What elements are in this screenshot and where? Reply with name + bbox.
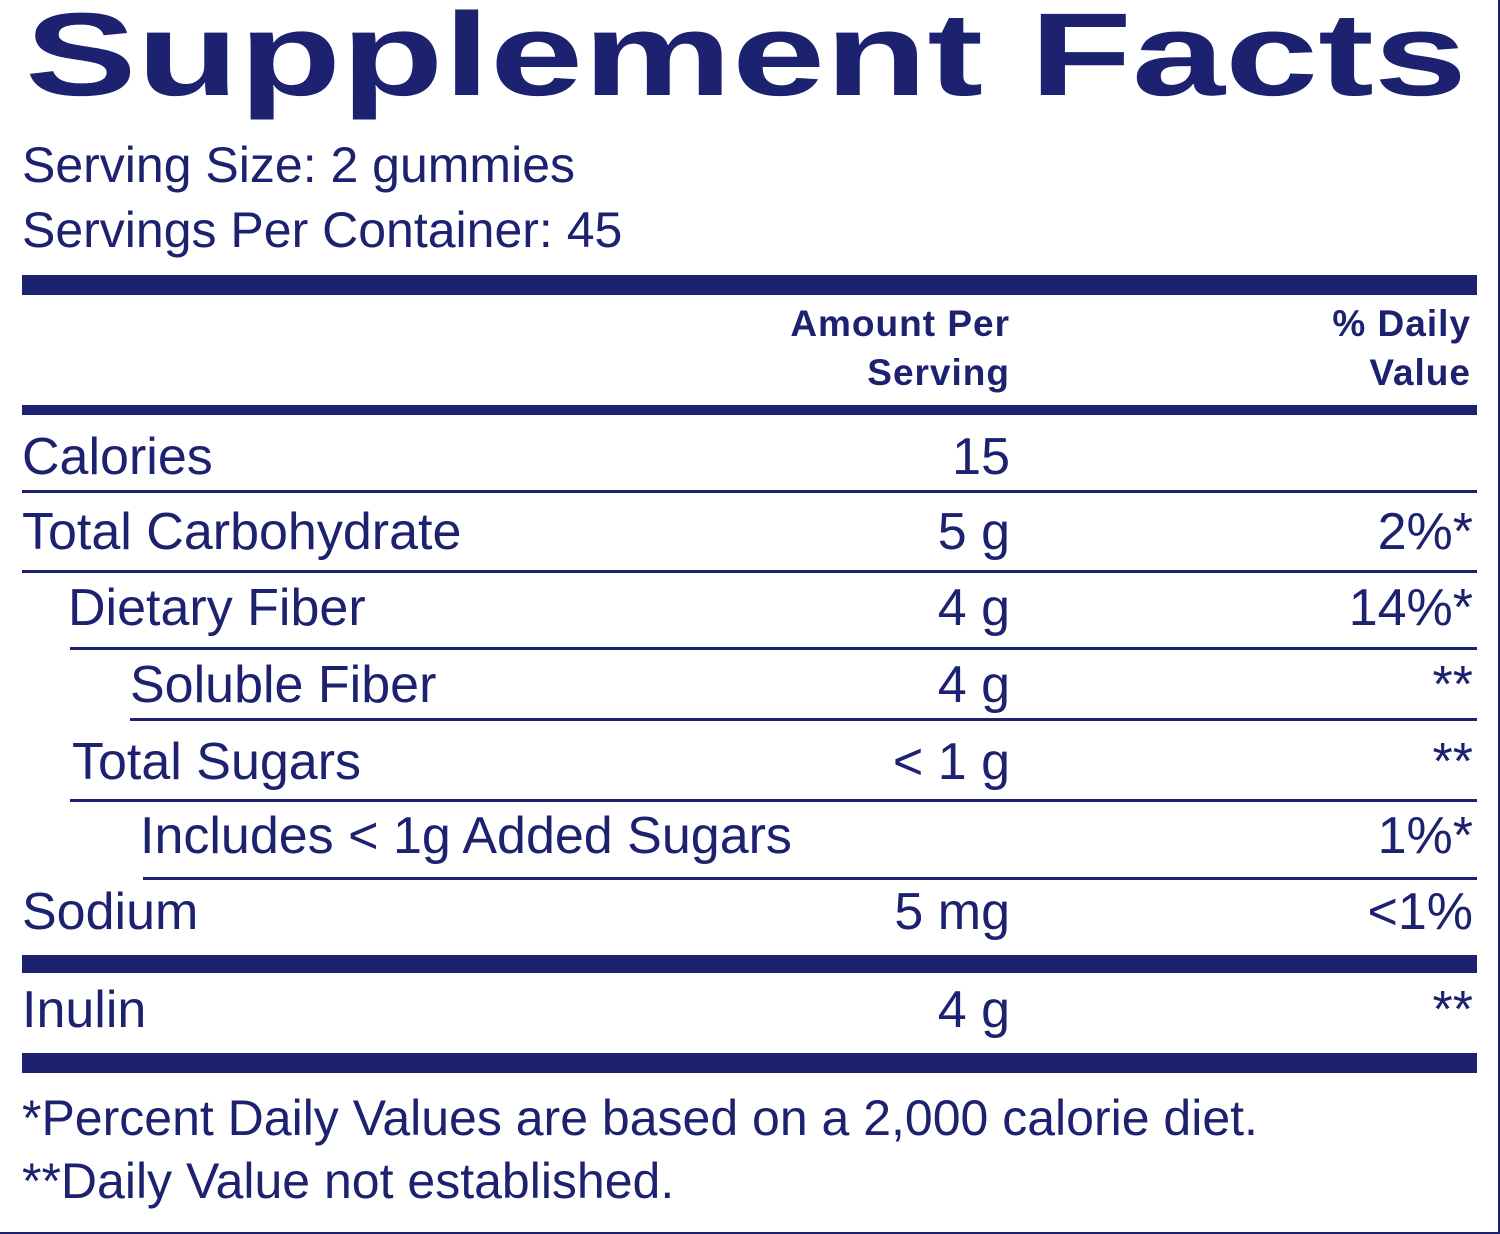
amount: 5 g [937,503,1010,561]
footnote: **Daily Value not established. [22,1153,675,1209]
footnote: *Percent Daily Values are based on a 2,0… [22,1090,1258,1146]
rule [70,799,1477,802]
amount: 5 mg [894,883,1010,941]
amount: < 1 g [892,733,1010,791]
nutrient-name: Total Sugars [72,733,362,791]
daily-value: 14%* [1348,579,1473,637]
daily-value: ** [1432,981,1473,1039]
nutrient-name: Calories [22,428,213,486]
amount: 15 [952,428,1010,486]
amount: 4 g [937,579,1010,637]
rule [22,1053,1477,1073]
nutrient-name: Soluble Fiber [130,656,437,714]
rule [22,955,1477,973]
rule [143,877,1477,880]
rule [130,718,1477,721]
medium-rule [22,405,1477,415]
amount: 4 g [937,981,1010,1039]
daily-value: ** [1432,733,1473,791]
title-box: Supplement Facts [25,0,1467,120]
rule [70,647,1477,650]
amount: 4 g [937,656,1010,714]
nutrient-name: Dietary Fiber [68,579,366,637]
amount-header: Amount Per Serving [790,303,1010,393]
nutrient-name: Total Carbohydrate [22,503,462,561]
daily-value-header: % Daily Value [1332,303,1471,393]
rule [22,490,1477,493]
nutrient-name: Inulin [22,981,147,1039]
daily-value: 1%* [1377,807,1473,865]
servings-per-container: Servings Per Container: 45 [22,202,623,258]
title: Supplement Facts [25,0,1467,120]
daily-value: 2%* [1377,503,1473,561]
daily-value: <1% [1367,883,1473,941]
thick-rule [22,275,1477,295]
rule [22,570,1477,573]
nutrient-name: Sodium [22,883,199,941]
nutrient-name: Includes < 1g Added Sugars [140,807,792,865]
daily-value: ** [1432,656,1473,714]
serving-size: Serving Size: 2 gummies [22,137,576,193]
